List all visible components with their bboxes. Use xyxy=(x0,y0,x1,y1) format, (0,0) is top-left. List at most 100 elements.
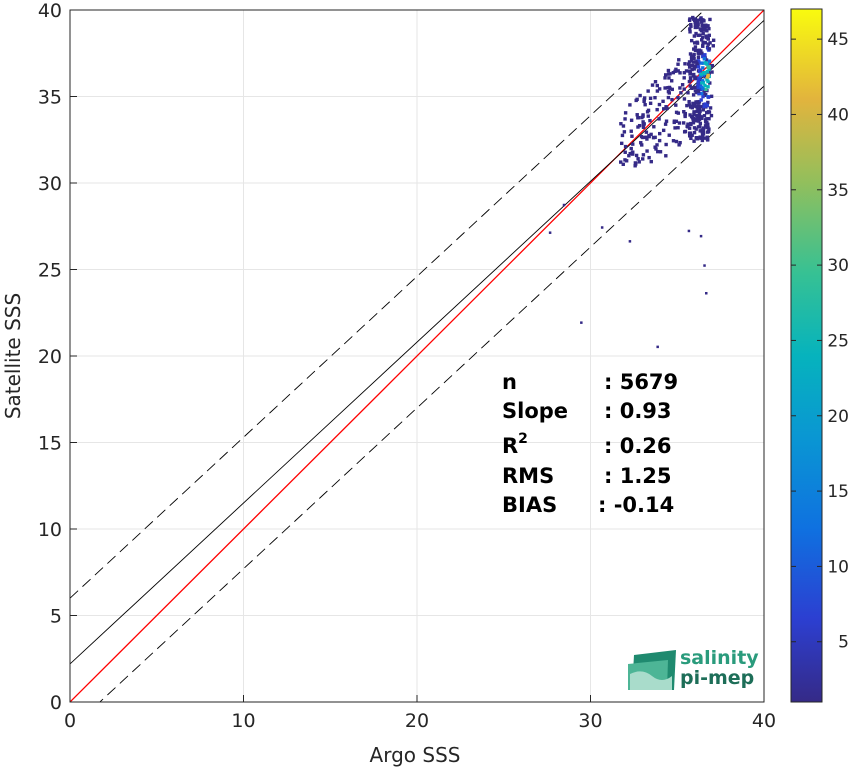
data-point xyxy=(679,91,683,95)
data-point xyxy=(693,23,698,27)
data-point xyxy=(695,101,699,105)
data-point xyxy=(696,89,701,93)
data-point xyxy=(704,58,709,62)
reference-lines xyxy=(70,10,764,702)
data-point xyxy=(631,152,635,156)
data-point xyxy=(670,97,674,102)
outlier-point xyxy=(600,226,604,229)
data-point xyxy=(653,80,658,84)
data-point xyxy=(704,87,708,92)
data-point xyxy=(685,103,689,108)
data-point xyxy=(682,71,687,75)
data-point xyxy=(689,38,694,43)
data-point xyxy=(666,95,671,100)
data-point xyxy=(634,153,639,158)
data-point xyxy=(687,60,692,64)
data-point xyxy=(689,121,693,126)
data-point xyxy=(705,29,709,33)
logo-text-salinity: salinity xyxy=(680,647,759,669)
data-point xyxy=(652,125,656,129)
data-point xyxy=(700,20,704,24)
data-point xyxy=(706,129,711,134)
data-point xyxy=(699,72,703,76)
data-point xyxy=(644,130,649,134)
colorbar-tick-label: 15 xyxy=(827,482,849,502)
data-point xyxy=(703,71,707,75)
data-point xyxy=(701,61,706,65)
data-point xyxy=(692,110,696,114)
data-point xyxy=(688,17,692,21)
data-point xyxy=(701,66,705,70)
data-point xyxy=(692,18,697,23)
data-point xyxy=(655,143,659,147)
data-point xyxy=(707,71,711,75)
data-point xyxy=(695,136,699,140)
outlier-point xyxy=(562,203,566,207)
data-point xyxy=(700,51,704,55)
data-point xyxy=(623,117,627,121)
data-point xyxy=(687,134,692,138)
data-point xyxy=(619,160,623,164)
data-point xyxy=(673,126,677,130)
data-point xyxy=(648,96,653,100)
data-point xyxy=(624,159,629,163)
data-point xyxy=(682,87,686,91)
lower-line xyxy=(99,85,764,702)
data-point xyxy=(692,67,696,71)
data-point xyxy=(706,100,710,105)
data-point xyxy=(705,78,709,82)
data-point xyxy=(703,53,707,57)
data-point xyxy=(686,122,690,126)
outlier-point xyxy=(656,345,659,349)
data-point xyxy=(696,20,700,24)
data-point xyxy=(692,41,697,45)
data-point xyxy=(674,139,679,144)
data-point xyxy=(697,101,701,105)
data-point xyxy=(710,63,715,68)
data-point xyxy=(692,112,696,116)
data-point xyxy=(709,113,714,118)
data-point xyxy=(699,105,703,109)
data-point xyxy=(702,28,707,32)
data-point xyxy=(678,86,682,90)
y-axis-label: Satellite SSS xyxy=(1,293,25,419)
data-point xyxy=(705,117,709,121)
data-point xyxy=(642,122,646,126)
data-point xyxy=(691,93,696,97)
data-point xyxy=(623,150,627,154)
data-point xyxy=(641,153,646,157)
data-point xyxy=(688,132,692,136)
data-point xyxy=(687,69,692,73)
data-point xyxy=(672,120,676,125)
data-point xyxy=(698,109,702,113)
data-point xyxy=(698,68,703,72)
colorbar-tick-label: 5 xyxy=(838,633,849,653)
data-point xyxy=(688,71,693,75)
data-point xyxy=(691,101,695,106)
data-point xyxy=(622,130,627,134)
data-point xyxy=(661,128,666,133)
data-point xyxy=(641,157,645,161)
data-point xyxy=(691,121,696,125)
data-point xyxy=(664,154,668,158)
colorbar-tick-label: 20 xyxy=(827,407,849,427)
data-point xyxy=(709,94,714,99)
data-point xyxy=(669,79,674,83)
data-point xyxy=(697,107,702,111)
data-point xyxy=(708,41,712,45)
data-point xyxy=(688,84,692,88)
data-point xyxy=(695,18,700,22)
data-point xyxy=(664,119,669,123)
data-point xyxy=(706,24,710,28)
data-point xyxy=(649,159,653,164)
data-point xyxy=(694,90,699,95)
data-point xyxy=(696,84,700,88)
data-point xyxy=(676,95,680,100)
data-point xyxy=(662,107,666,111)
colorbar-tick-label: 35 xyxy=(827,181,849,201)
data-point xyxy=(647,134,651,139)
data-point xyxy=(701,104,705,109)
outlier-point xyxy=(580,321,583,324)
data-point xyxy=(648,118,652,123)
data-point xyxy=(663,122,668,126)
